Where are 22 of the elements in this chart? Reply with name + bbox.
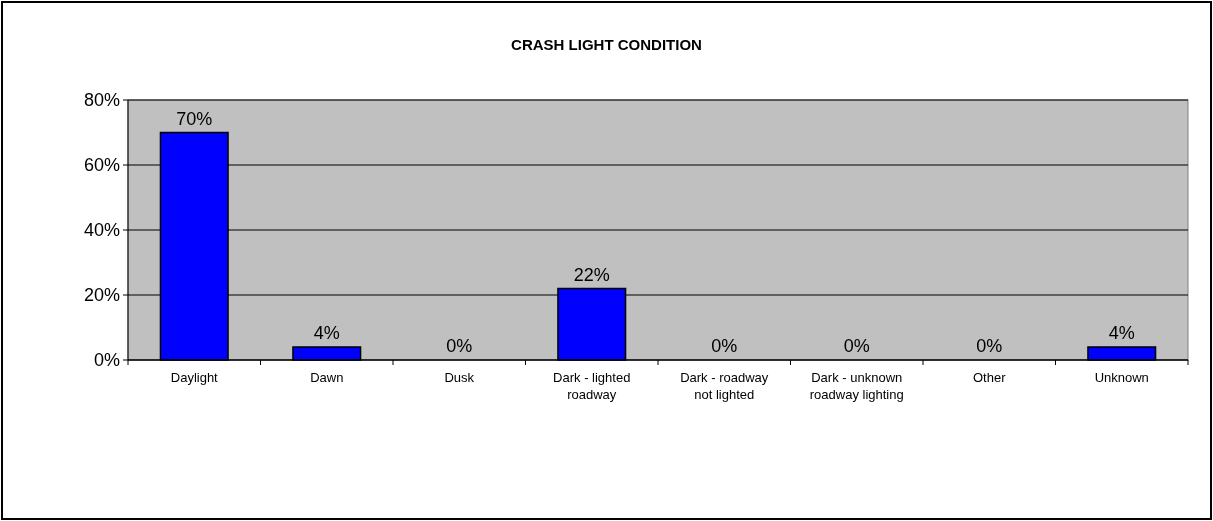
y-tick-label: 40%	[83, 220, 120, 241]
x-tick-label: Unknown	[1094, 370, 1149, 385]
y-tick-label: 80%	[83, 90, 120, 111]
data-label: 0%	[446, 336, 473, 356]
data-label: 22%	[573, 264, 610, 285]
y-tick-label: 60%	[83, 155, 120, 176]
x-tick-label: Dawn	[310, 370, 344, 385]
x-tick-label: Daylight	[170, 370, 219, 385]
chart-title: CRASH LIGHT CONDITION	[511, 36, 702, 53]
y-tick-label: 0%	[93, 350, 120, 371]
data-label: 70%	[176, 108, 213, 129]
data-label: 4%	[313, 323, 340, 343]
x-tick-label: Dark - unknown roadway lighting	[809, 370, 904, 402]
x-tick-label: Dark - lighted roadway	[553, 370, 631, 402]
x-tick-label: Other	[972, 370, 1007, 385]
y-tick-label: 20%	[83, 285, 120, 306]
x-tick-label: Dusk	[444, 370, 475, 385]
data-label: 0%	[843, 336, 870, 356]
data-label: 0%	[976, 336, 1003, 356]
x-tick-label: Dark - roadway not lighted	[680, 370, 769, 402]
data-label: 0%	[711, 336, 738, 356]
data-label: 4%	[1108, 323, 1135, 343]
